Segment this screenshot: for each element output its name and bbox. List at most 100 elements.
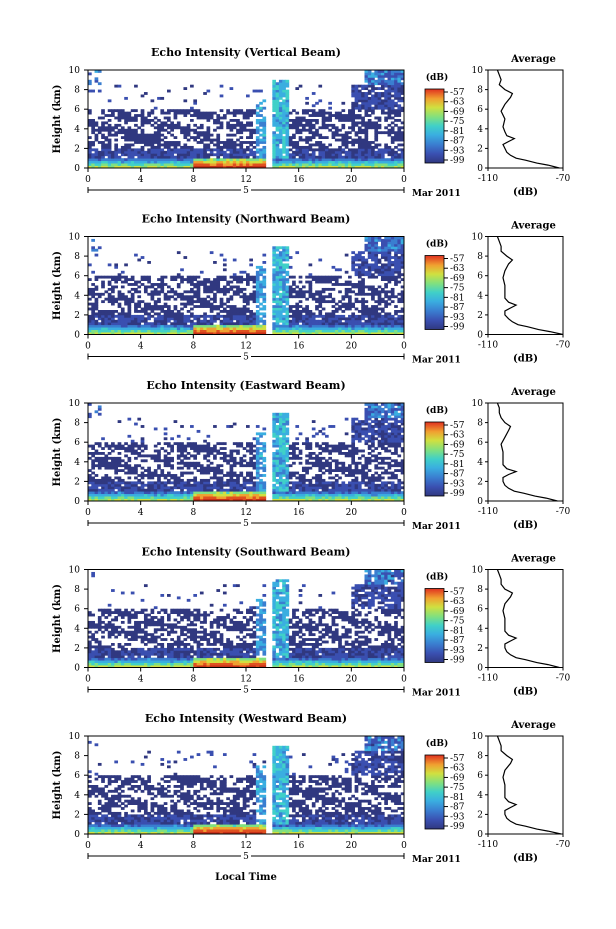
heatmap-cell (282, 319, 286, 323)
heatmap-cell (384, 70, 388, 73)
heatmap-cell (124, 471, 128, 475)
heatmap-cell (209, 483, 214, 487)
heatmap-cell (311, 278, 316, 281)
heatmap-cell (213, 278, 217, 281)
heatmap-cell (124, 295, 128, 299)
heatmap-cell (331, 310, 336, 313)
y-tick-label: 10 (69, 66, 81, 76)
average-y-tick-label: 0 (477, 164, 483, 174)
heatmap-cell (160, 163, 165, 166)
heatmap-cell (190, 425, 194, 428)
heatmap-cell (97, 327, 102, 330)
heatmap-cell (275, 275, 280, 279)
heatmap-cell (203, 493, 207, 497)
heatmap-cell (344, 332, 349, 335)
heatmap-cell (216, 121, 221, 125)
heatmap-cell (331, 319, 336, 323)
heatmap-cell (318, 327, 323, 330)
heatmap-cell (104, 121, 109, 125)
heatmap-cell (140, 123, 145, 127)
heatmap-cell (374, 70, 379, 73)
heatmap-cell (190, 332, 194, 335)
heatmap-cell (285, 263, 290, 267)
heatmap-cell (167, 442, 171, 446)
heatmap-cell (199, 471, 204, 475)
heatmap-cell (150, 148, 155, 152)
heatmap-cell (236, 322, 240, 326)
heatmap-cell (318, 141, 323, 144)
heatmap-cell (361, 106, 365, 110)
heatmap-cell (380, 287, 385, 291)
heatmap-cell (364, 258, 369, 262)
heatmap-cell (88, 498, 92, 502)
heatmap-cell (397, 258, 402, 262)
colorbar-tick-label: -69 (450, 274, 465, 284)
heatmap-cell (308, 114, 313, 117)
heatmap-cell (252, 111, 257, 115)
heatmap-cell (124, 158, 128, 162)
heatmap-cell (249, 297, 253, 301)
heatmap-cell (163, 116, 168, 120)
heatmap-cell (282, 123, 286, 127)
heatmap-cell (170, 476, 174, 480)
heatmap-cell (163, 317, 168, 321)
heatmap-cell (140, 150, 145, 154)
heatmap-cell (374, 263, 379, 267)
heatmap-cell (357, 268, 362, 272)
heatmap-cell (180, 461, 184, 465)
heatmap-cell (390, 241, 395, 245)
heatmap-cell (150, 496, 155, 499)
heatmap-cell (282, 434, 286, 438)
heatmap-cell (226, 317, 230, 321)
heatmap-cell (91, 329, 95, 333)
heatmap-cell (357, 143, 362, 147)
heatmap-cell (384, 329, 388, 333)
heatmap-cell (206, 466, 211, 470)
heatmap-cell (206, 143, 211, 147)
heatmap-cell (357, 314, 362, 318)
heatmap-cell (384, 317, 388, 321)
heatmap-cell (193, 136, 198, 139)
heatmap-cell (91, 481, 95, 485)
heatmap-cell (255, 126, 260, 130)
heatmap-cell (147, 143, 151, 147)
heatmap-cell (114, 163, 119, 166)
heatmap-cell (127, 297, 132, 301)
heatmap-cell (186, 486, 191, 490)
heatmap-cell (397, 87, 402, 90)
heatmap-cell (282, 459, 286, 463)
heatmap-cell (111, 332, 115, 335)
heatmap-cell (334, 148, 339, 152)
heatmap-cell (183, 278, 188, 281)
heatmap-cell (140, 133, 145, 137)
heatmap-cell (196, 165, 201, 169)
heatmap-cell (143, 491, 148, 495)
heatmap-cell (150, 290, 155, 294)
heatmap-cell (242, 305, 247, 308)
heatmap-cell (246, 165, 250, 169)
heatmap-cell (242, 498, 247, 502)
heatmap-cell (120, 158, 125, 162)
heatmap-cell (236, 143, 240, 147)
heatmap-cell (222, 327, 227, 330)
heatmap-cell (285, 280, 290, 284)
heatmap-cell (374, 106, 379, 110)
heatmap-cell (190, 302, 194, 306)
heatmap-cell (262, 148, 267, 152)
heatmap-cell (160, 153, 165, 157)
heatmap-cell (272, 324, 277, 328)
heatmap-cell (114, 461, 119, 465)
heatmap-cell (173, 290, 178, 294)
heatmap-cell (160, 160, 165, 164)
heatmap-cell (298, 280, 303, 284)
heatmap-cell (371, 332, 375, 335)
heatmap-cell (278, 461, 283, 465)
heatmap-cell (206, 322, 211, 326)
heatmap-cell (107, 444, 112, 448)
heatmap-cell (255, 163, 260, 166)
heatmap-cell (229, 310, 234, 313)
heatmap-cell (193, 476, 198, 480)
heatmap-cell (193, 483, 198, 487)
heatmap-cell (357, 163, 362, 166)
heatmap-cell (127, 483, 132, 487)
